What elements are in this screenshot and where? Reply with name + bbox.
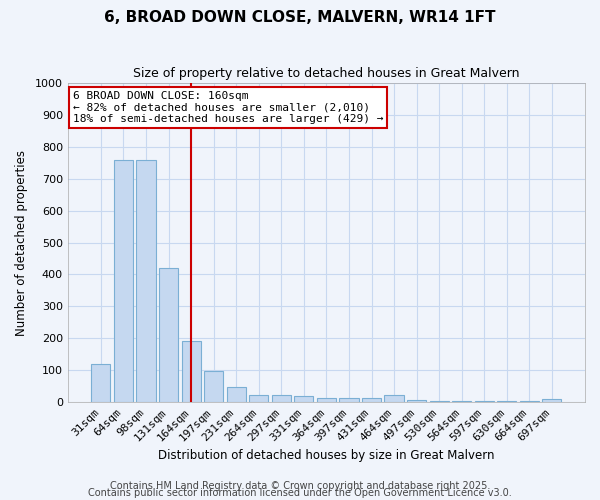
Bar [182, 342, 200, 402]
X-axis label: Distribution of detached houses by size in Great Malvern: Distribution of detached houses by size … [158, 450, 494, 462]
Bar [407, 400, 426, 402]
Y-axis label: Number of detached properties: Number of detached properties [15, 150, 28, 336]
Bar [362, 398, 381, 402]
Bar [204, 371, 223, 402]
Bar [542, 400, 562, 402]
Bar [227, 387, 246, 402]
Bar [385, 395, 404, 402]
Bar [272, 395, 291, 402]
Text: Contains HM Land Registry data © Crown copyright and database right 2025.: Contains HM Land Registry data © Crown c… [110, 481, 490, 491]
Bar [159, 268, 178, 402]
Bar [317, 398, 336, 402]
Text: 6 BROAD DOWN CLOSE: 160sqm
← 82% of detached houses are smaller (2,010)
18% of s: 6 BROAD DOWN CLOSE: 160sqm ← 82% of deta… [73, 91, 383, 124]
Bar [91, 364, 110, 402]
Title: Size of property relative to detached houses in Great Malvern: Size of property relative to detached ho… [133, 68, 520, 80]
Text: 6, BROAD DOWN CLOSE, MALVERN, WR14 1FT: 6, BROAD DOWN CLOSE, MALVERN, WR14 1FT [104, 10, 496, 25]
Bar [136, 160, 155, 402]
Bar [249, 395, 268, 402]
Bar [340, 398, 359, 402]
Bar [114, 160, 133, 402]
Text: Contains public sector information licensed under the Open Government Licence v3: Contains public sector information licen… [88, 488, 512, 498]
Bar [294, 396, 313, 402]
